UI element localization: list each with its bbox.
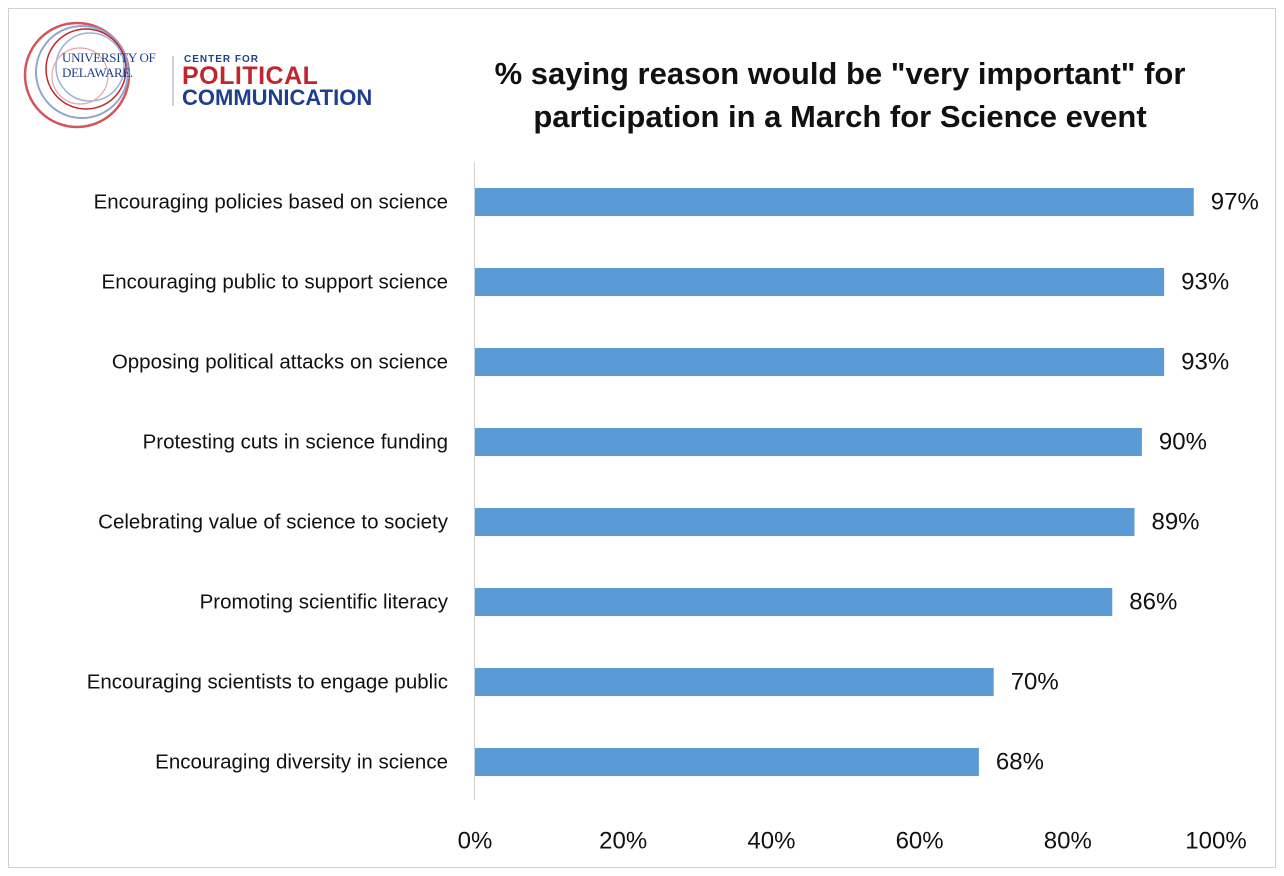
category-label: Encouraging policies based on science: [94, 191, 448, 214]
bar: [475, 268, 1165, 296]
bar: [475, 508, 1135, 536]
category-label: Encouraging diversity in science: [155, 751, 448, 774]
data-label: 68%: [996, 749, 1044, 776]
category-label: Protesting cuts in science funding: [143, 431, 448, 454]
x-tick-label: 20%: [599, 828, 647, 855]
data-label: 97%: [1211, 189, 1259, 216]
bar: [475, 668, 994, 696]
chart-title: % saying reason would be "very important…: [450, 52, 1230, 138]
logo-rings-icon: [23, 21, 131, 129]
category-label: Encouraging scientists to engage public: [87, 671, 448, 694]
university-logo: UNIVERSITY OF DELAWARE. CENTER FOR POLIT…: [22, 20, 402, 130]
data-label: 70%: [1011, 669, 1059, 696]
chart-title-line-1: % saying reason would be "very important…: [494, 56, 1186, 91]
x-tick-label: 40%: [747, 828, 795, 855]
university-name: UNIVERSITY OF DELAWARE.: [62, 50, 162, 80]
category-label: Promoting scientific literacy: [200, 591, 449, 614]
x-tick-label: 60%: [896, 828, 944, 855]
university-line2: DELAWARE.: [62, 65, 133, 80]
category-label: Opposing political attacks on science: [112, 351, 448, 374]
data-label: 93%: [1181, 269, 1229, 296]
logo-communication: COMMUNICATION: [182, 85, 373, 110]
chart-title-line-2: participation in a March for Science eve…: [533, 99, 1147, 134]
x-tick-label: 0%: [458, 828, 493, 855]
data-label: 93%: [1181, 349, 1229, 376]
data-label: 89%: [1151, 509, 1199, 536]
bar: [475, 428, 1142, 456]
bar: [475, 348, 1165, 376]
data-label: 86%: [1129, 589, 1177, 616]
category-label: Celebrating value of science to society: [98, 511, 449, 534]
category-label: Encouraging public to support science: [102, 271, 448, 294]
logo-center-for: CENTER FOR: [184, 54, 259, 65]
bar: [475, 748, 979, 776]
bar: [475, 188, 1194, 216]
data-label: 90%: [1159, 429, 1207, 456]
logo-divider: [172, 56, 174, 106]
university-line1: UNIVERSITY OF: [62, 50, 156, 65]
x-tick-label: 80%: [1044, 828, 1092, 855]
logo-political: POLITICAL: [182, 62, 319, 90]
bar: [475, 588, 1113, 616]
x-tick-label: 100%: [1185, 828, 1246, 855]
